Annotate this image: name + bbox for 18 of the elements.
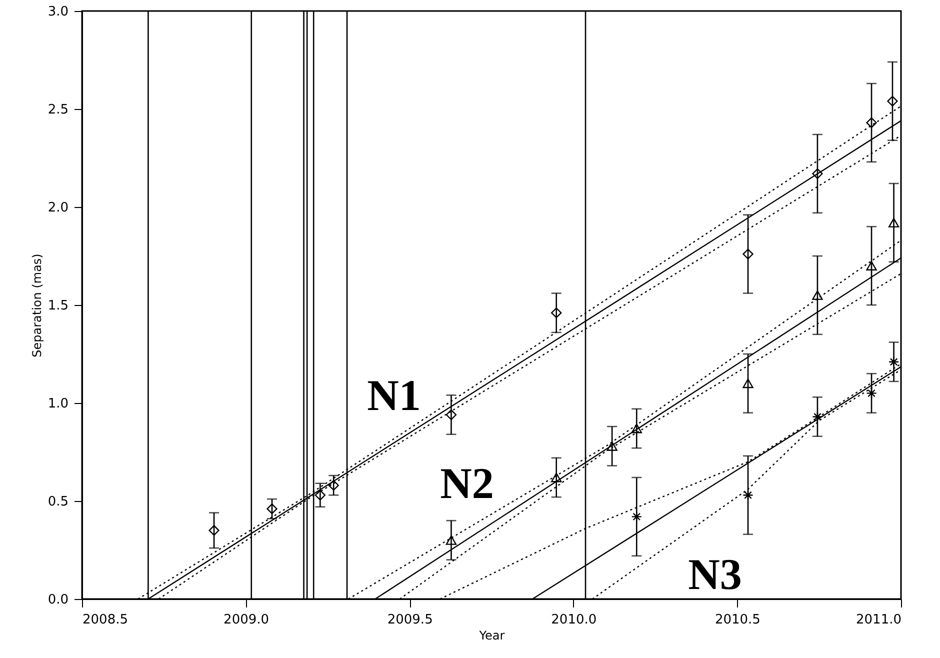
- x-tick-label: 2010.0: [551, 612, 597, 628]
- x-tick-label: 2009.5: [387, 612, 433, 628]
- annotation: N1: [367, 371, 421, 420]
- y-tick-label: 1.5: [48, 298, 68, 314]
- y-tick-label: 2.0: [48, 200, 68, 216]
- y-tick-label: 2.5: [48, 102, 68, 118]
- y-tick-label: 3.0: [48, 4, 68, 20]
- x-tick-label: 2009.0: [224, 612, 270, 628]
- x-tick-label: 2011.0: [856, 612, 902, 628]
- x-axis-title: Year: [478, 628, 505, 642]
- y-axis-title: Separation (mas): [30, 254, 44, 358]
- annotation: N2: [440, 459, 494, 508]
- y-tick-label: 0.0: [48, 592, 68, 608]
- x-tick-label: 2010.5: [714, 612, 760, 628]
- x-tick-label: 2008.5: [82, 612, 128, 628]
- y-tick-label: 0.5: [48, 494, 68, 510]
- y-tick-label: 1.0: [48, 396, 68, 412]
- annotation: N3: [688, 550, 742, 599]
